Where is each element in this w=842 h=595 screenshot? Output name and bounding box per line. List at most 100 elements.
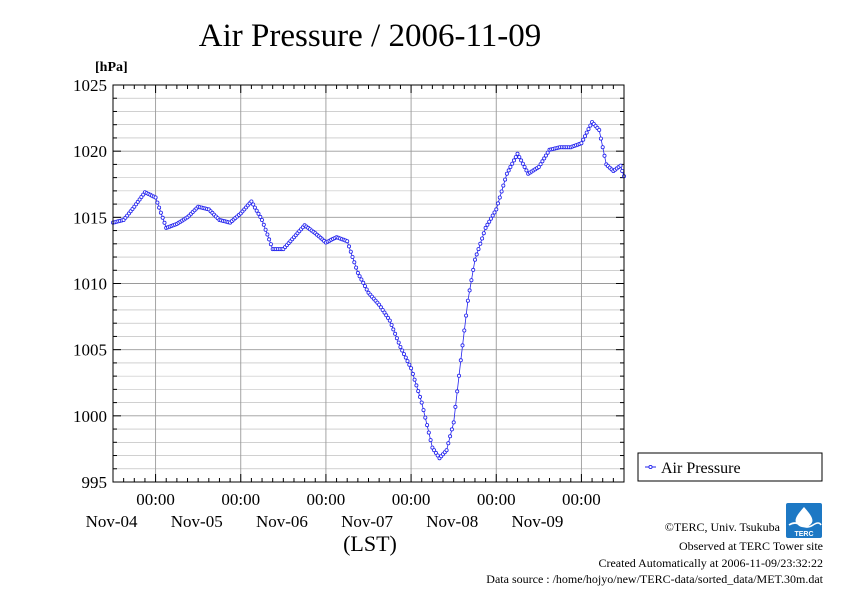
- data-point: [249, 199, 254, 204]
- data-point: [579, 141, 584, 146]
- data-point: [583, 134, 588, 139]
- data-point: [449, 427, 454, 432]
- data-point: [346, 244, 351, 249]
- data-point: [515, 151, 520, 156]
- data-point: [506, 168, 511, 173]
- data-point: [467, 288, 472, 293]
- data-point: [600, 145, 605, 150]
- data-point: [501, 183, 506, 188]
- data-point: [448, 434, 453, 439]
- data-point: [519, 158, 524, 163]
- source-text: Data source : /home/hojyo/new/TERC-data/…: [486, 572, 823, 586]
- data-point: [464, 313, 469, 318]
- data-point: [348, 249, 353, 254]
- data-point: [354, 265, 359, 270]
- data-point: [462, 328, 467, 333]
- created-text: Created Automatically at 2006-11-09/23:3…: [598, 556, 823, 570]
- data-point: [256, 211, 261, 216]
- data-point: [400, 348, 405, 353]
- data-point: [586, 127, 591, 132]
- legend: Air Pressure: [637, 452, 823, 482]
- y-tick-label: 995: [82, 473, 108, 492]
- y-tick-label: 1015: [73, 208, 107, 227]
- data-point: [517, 155, 522, 160]
- data-point: [598, 136, 603, 141]
- data-point: [425, 423, 430, 428]
- data-point: [414, 383, 419, 388]
- data-point: [458, 358, 463, 363]
- data-point: [476, 247, 481, 252]
- data-point: [465, 298, 470, 303]
- y-tick-label: 1000: [73, 407, 107, 426]
- data-point: [499, 189, 504, 194]
- data-point: [522, 164, 527, 169]
- data-point: [460, 343, 465, 348]
- data-point: [481, 231, 486, 236]
- x-tick-date-label: Nov-07: [341, 512, 393, 531]
- data-point: [446, 441, 451, 446]
- data-point: [602, 153, 607, 158]
- data-point: [588, 123, 593, 128]
- data-point: [494, 207, 499, 212]
- data-point: [396, 340, 401, 345]
- data-point: [378, 305, 383, 310]
- x-tick-date-label: Nov-06: [256, 512, 308, 531]
- data-point: [267, 237, 272, 242]
- data-point: [540, 159, 545, 164]
- data-point: [252, 205, 257, 210]
- data-point: [545, 150, 550, 155]
- data-point: [345, 239, 350, 244]
- data-point: [512, 158, 517, 163]
- data-point: [513, 155, 518, 160]
- data-point: [453, 404, 458, 409]
- x-tick-time-label: 00:00: [477, 490, 516, 509]
- data-point: [503, 177, 508, 182]
- x-tick-date-label: Nov-08: [426, 512, 478, 531]
- data-point: [416, 389, 421, 394]
- data-point: [412, 377, 417, 382]
- data-point: [508, 164, 513, 169]
- data-point: [158, 210, 163, 215]
- data-point: [485, 222, 490, 227]
- data-point: [618, 163, 623, 168]
- x-tick-time-label: 00:00: [392, 490, 431, 509]
- x-tick-date-label: Nov-09: [511, 512, 563, 531]
- data-point: [620, 168, 625, 173]
- data-point: [401, 352, 406, 357]
- data-point: [393, 331, 398, 336]
- terc-logo-text: TERC: [794, 531, 813, 538]
- data-point: [428, 438, 433, 443]
- data-point: [389, 322, 394, 327]
- legend-label-air-pressure: Air Pressure: [661, 460, 741, 477]
- data-point: [155, 200, 160, 205]
- data-point: [391, 327, 396, 332]
- data-point: [350, 254, 355, 259]
- data-point: [362, 284, 367, 289]
- plot-frame: [112, 84, 625, 483]
- data-point: [432, 448, 437, 453]
- data-point: [254, 208, 259, 213]
- data-point: [456, 373, 461, 378]
- data-point: [581, 137, 586, 142]
- x-tick-time-label: 00:00: [307, 490, 346, 509]
- data-point: [435, 453, 440, 458]
- legend-box: [637, 452, 823, 482]
- data-point: [478, 241, 483, 246]
- data-point: [510, 161, 515, 166]
- data-point: [251, 202, 256, 207]
- data-point: [385, 315, 390, 320]
- data-point: [483, 225, 488, 230]
- y-tick-label: 1025: [73, 76, 107, 95]
- data-point: [265, 232, 270, 237]
- data-point: [394, 336, 399, 341]
- data-point: [153, 195, 158, 200]
- data-point: [407, 362, 412, 367]
- data-point: [259, 217, 264, 222]
- y-axis-unit: [hPa]: [95, 60, 128, 75]
- x-tick-date-label: Nov-05: [171, 512, 223, 531]
- x-tick-date-label: Nov-04: [86, 512, 138, 531]
- data-point: [543, 153, 548, 158]
- copyright-text: ©TERC, Univ. Tsukuba: [665, 520, 781, 534]
- data-point: [584, 130, 589, 135]
